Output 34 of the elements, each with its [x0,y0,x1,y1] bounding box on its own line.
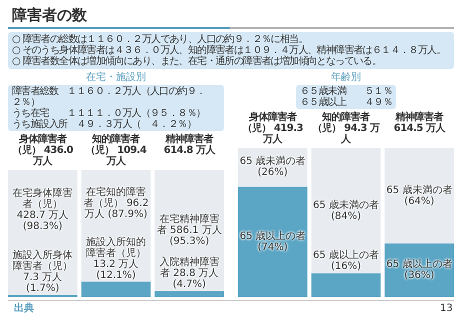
x-tick-label: 知的障害者（児） 109.4 万人 [84,134,148,167]
text: 出典 [14,303,34,314]
text: ○ 障害者数全体は増加傾向にあり、また、在宅・通所の障害者は増加傾向となっている。 [12,56,382,67]
text: うち施設入所 ４９．３万人（ ４．２％） [12,119,198,130]
text: ○ 障害者の総数は１１６０．２万人であり、人口の約９．２％に相当。 [12,34,309,45]
data-label: 65 歳以上の者 (36%) [385,259,454,282]
data-label: 入院精神障害者 28.8 万人 (4.7%) [158,257,220,290]
chart-title: 在宅・施設別 [85,72,147,83]
x-tick-label: 身体障害者（児） 436.0 万人 [11,134,74,167]
data-label: 在宅精神障害者 586.1 万人 (95.3%) [156,214,223,247]
data-label: 施設入所身体障害者（児） 7.3 万人 (1.7%) [12,250,74,294]
x-tick-label: 知的障害者（児） 94.3 万人 [312,112,381,145]
bar [81,282,151,297]
text: うち在宅 １１１１．０万人（９５．８％） [12,108,206,119]
data-label: 65 歳未満の者 (64%) [385,184,454,207]
data-label: 65 歳未満の者 (84%) [312,200,380,222]
bar [154,291,224,297]
text: ６５歳未満 ５１％ [300,86,392,97]
data-label: 65 歳以上の者 (74%) [238,230,307,253]
text: 障害者の数 [12,6,87,24]
x-tick-label: 精神障害者 614.8 万人 [162,134,216,156]
data-label: 在宅身体障害者（児） 428.7 万人 (98.3%) [12,188,74,232]
data-label: 65 歳未満の者 (26%) [238,156,307,178]
data-label: 65 歳以上の者 (16%) [312,250,380,272]
data-label: 施設入所知的障害者（児） 13.2 万人 (12.1%) [84,236,147,281]
x-tick-label: 身体障害者（児） 419.3 万人 [241,112,304,145]
x-tick-label: 精神障害者 614.5 万人 [392,112,446,134]
text: 障害者総数 １１６０．２万人（人口の約９．２％） [12,86,206,108]
chart-title: 年齢別 [330,72,362,83]
text: ６５歳以上 ４９％ [300,97,392,108]
text: 13 [440,303,453,314]
text: ○ そのうち身体障害者は４３６．０万人、知的障害者は１０９．４万人、精神障害者は６１４．８万人。 [12,45,447,56]
bar [311,273,381,297]
data-label: 在宅知的障害者（児） 96.2 万人 (87.9%) [82,186,150,220]
